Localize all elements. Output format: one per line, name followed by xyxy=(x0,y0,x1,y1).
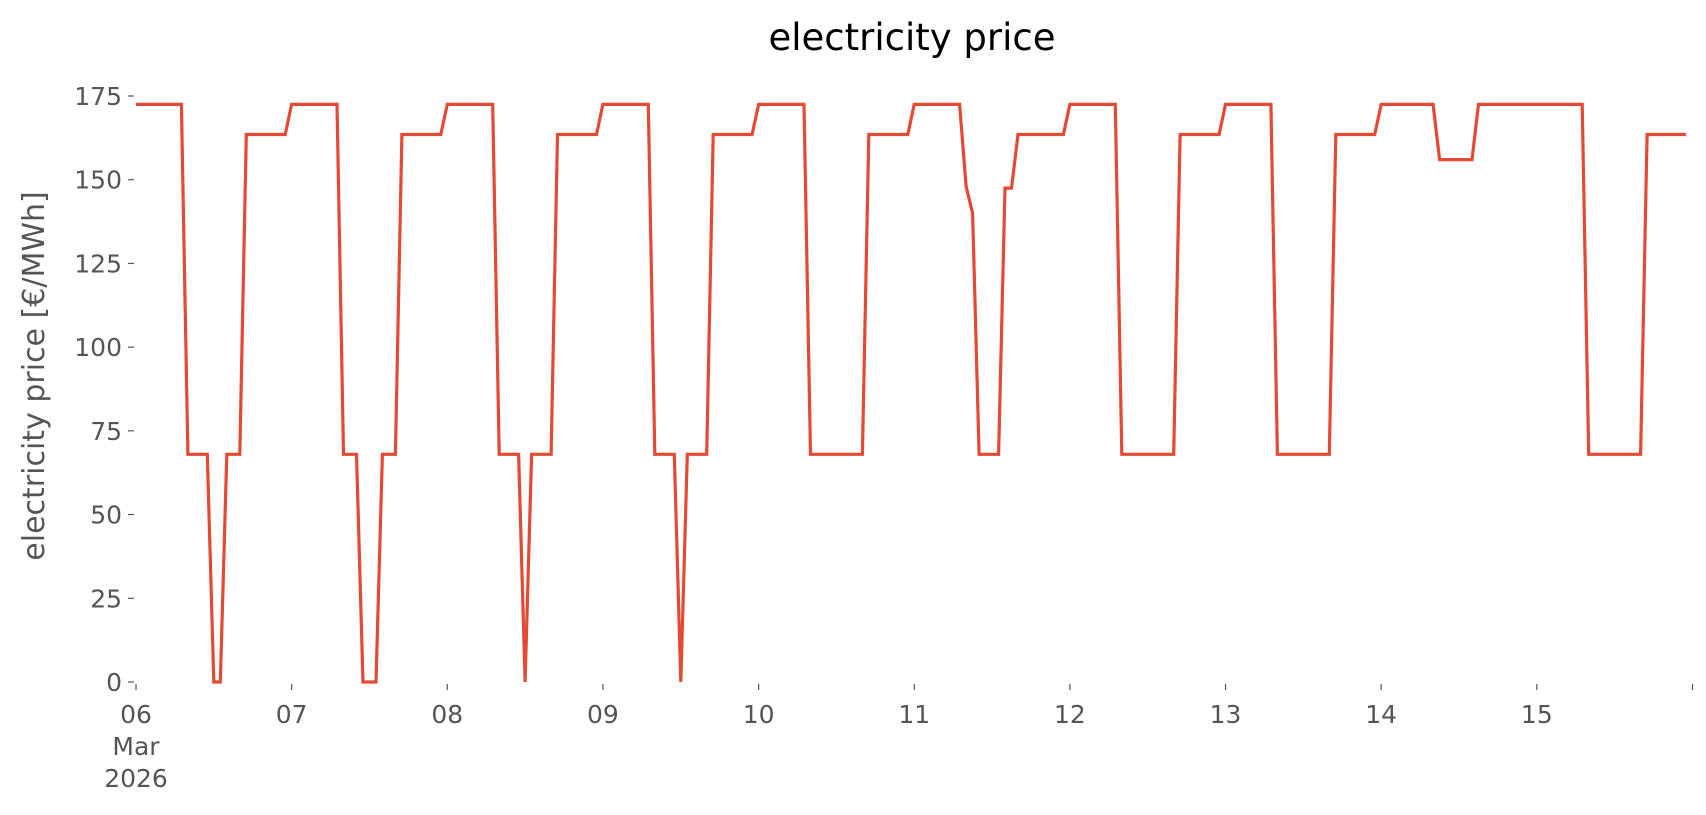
x-tick-label: 09 xyxy=(587,700,619,729)
y-tick-label: 100 xyxy=(74,333,122,362)
y-tick-label: 75 xyxy=(90,417,122,446)
y-axis: 0 25 50 75 100 125 150 175 xyxy=(74,82,134,697)
x-tick-label: 14 xyxy=(1365,700,1397,729)
x-tick-label: 2026 xyxy=(104,764,168,793)
chart-title: electricity price xyxy=(768,16,1055,59)
y-tick-label: 150 xyxy=(74,166,122,195)
x-tick-label: 15 xyxy=(1521,700,1553,729)
y-tick-label: 0 xyxy=(106,668,122,697)
x-tick-label: 08 xyxy=(431,700,463,729)
x-tick-label: 07 xyxy=(276,700,308,729)
x-tick-label: 10 xyxy=(743,700,775,729)
x-tick-label: 06 xyxy=(120,700,152,729)
y-tick-label: 175 xyxy=(74,82,122,111)
y-axis-label: electricity price [€/MWh] xyxy=(17,191,52,560)
series-layer xyxy=(136,102,1686,684)
x-tick-label: 11 xyxy=(898,700,930,729)
y-tick-label: 50 xyxy=(90,501,122,530)
x-tick-label: 12 xyxy=(1054,700,1086,729)
y-tick-label: 125 xyxy=(74,249,122,278)
y-tick-label: 25 xyxy=(90,584,122,613)
x-tick-label: 13 xyxy=(1210,700,1242,729)
x-tick-label: Mar xyxy=(112,732,160,761)
price-series-line xyxy=(136,102,1686,684)
x-axis: 06 Mar 2026 07 08 09 10 11 12 13 14 15 xyxy=(104,684,1694,793)
